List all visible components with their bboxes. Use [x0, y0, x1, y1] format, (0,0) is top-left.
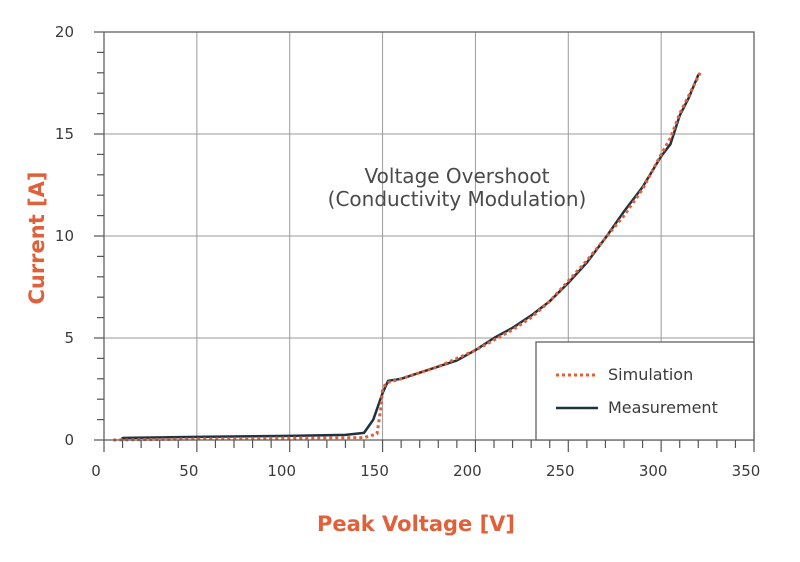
x-tick-label: 100	[267, 462, 296, 480]
legend: Simulation Measurement	[535, 341, 755, 441]
annotation-line-1: Voltage Overshoot	[365, 164, 550, 188]
legend-box	[535, 341, 755, 441]
plot-frame	[103, 31, 755, 441]
grid	[104, 32, 754, 440]
y-axis-title: Current [A]	[25, 171, 49, 304]
legend-label-simulation: Simulation	[608, 365, 693, 384]
y-tick-label: 0	[64, 431, 74, 449]
y-tick-label: 5	[64, 329, 74, 347]
x-tick-label: 50	[179, 462, 198, 480]
annotation-line-2: (Conductivity Modulation)	[328, 187, 587, 211]
y-tick-label: 15	[55, 125, 74, 143]
x-axis-title: Peak Voltage [V]	[317, 512, 515, 536]
x-tick-label: 300	[639, 462, 668, 480]
ticks: 0 50 100 150 200 250 300 350 0 5 10 15 20	[55, 23, 760, 480]
x-tick-label: 350	[732, 462, 761, 480]
y-tick-label: 20	[55, 23, 74, 41]
legend-label-measurement: Measurement	[608, 398, 718, 417]
x-tick-label: 150	[360, 462, 389, 480]
x-tick-label: 0	[91, 462, 101, 480]
series-line-simulation	[113, 72, 702, 442]
x-tick-label: 200	[453, 462, 482, 480]
y-tick-label: 10	[55, 227, 74, 245]
x-tick-label: 250	[546, 462, 575, 480]
series-layer	[113, 72, 702, 442]
